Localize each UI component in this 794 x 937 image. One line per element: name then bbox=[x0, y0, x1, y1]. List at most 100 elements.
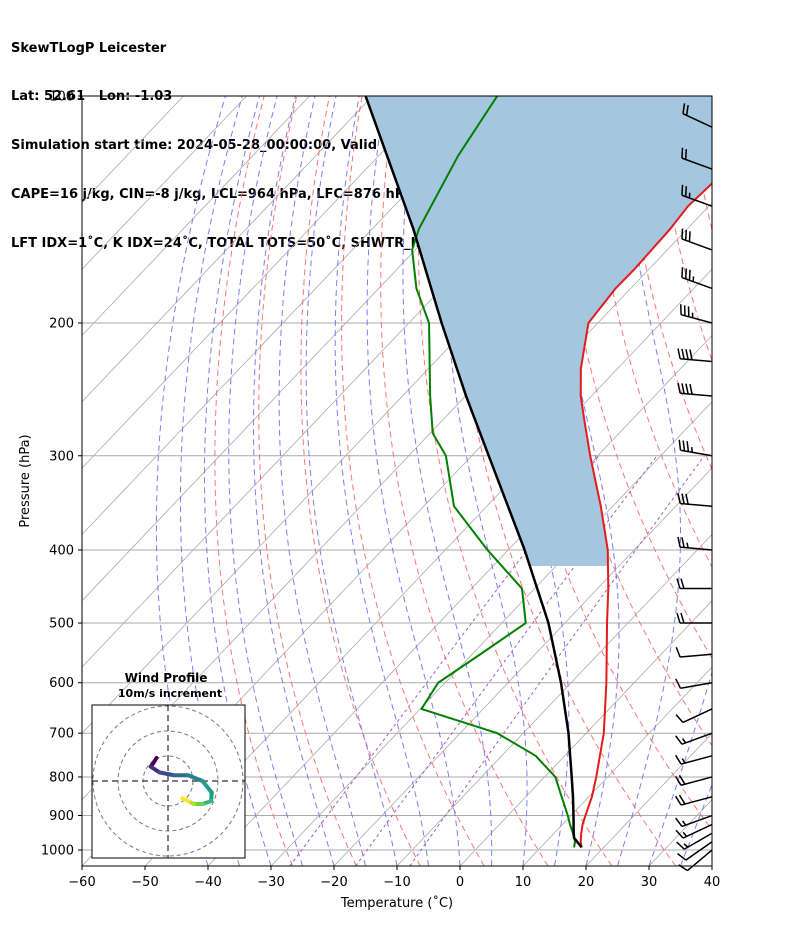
isotherm-line bbox=[333, 467, 712, 866]
barb-staff bbox=[682, 708, 713, 724]
barb-flag bbox=[677, 382, 681, 394]
parcel-line bbox=[364, 96, 583, 849]
y-tick-label: 500 bbox=[49, 617, 74, 632]
barb-flag bbox=[681, 267, 684, 278]
y-axis-label: Pressure (hPa) bbox=[18, 434, 33, 527]
wind-barbs bbox=[674, 103, 713, 872]
barb-flag bbox=[676, 841, 685, 850]
barb-flag bbox=[685, 349, 689, 360]
wind-barb bbox=[681, 267, 713, 290]
inset-frame bbox=[91, 704, 246, 859]
x-tick-label: −50 bbox=[131, 875, 158, 890]
barb-flag bbox=[681, 383, 685, 394]
barb-half-flag bbox=[690, 447, 694, 453]
dry-adiabat-line bbox=[380, 96, 549, 866]
hodograph-segment bbox=[200, 779, 214, 795]
x-tick-label: −20 bbox=[320, 875, 347, 890]
moist-adiabat-line bbox=[549, 96, 620, 866]
isotherm-line bbox=[82, 96, 373, 403]
dry-adiabat-line bbox=[786, 96, 794, 866]
barb-flag bbox=[676, 578, 681, 589]
wind-barb bbox=[676, 578, 712, 590]
x-tick-label: −40 bbox=[194, 875, 221, 890]
hodograph-segment bbox=[180, 796, 191, 804]
wind-barb bbox=[681, 147, 713, 170]
moist-adiabat-line bbox=[711, 864, 712, 866]
wind-barb bbox=[675, 823, 713, 839]
wind-barb bbox=[680, 304, 713, 324]
y-tick-label: 400 bbox=[49, 543, 74, 558]
isotherm-line bbox=[82, 96, 310, 337]
barb-flag bbox=[675, 735, 683, 745]
moist-adiabat-line bbox=[204, 96, 272, 866]
wind-barb bbox=[674, 754, 713, 765]
x-tick-label: 40 bbox=[704, 875, 721, 890]
x-tick-label: −10 bbox=[383, 875, 410, 890]
sounding-lines bbox=[364, 96, 712, 849]
isotherm-line bbox=[522, 666, 712, 866]
barb-staff bbox=[680, 449, 713, 457]
barb-staff bbox=[685, 841, 713, 861]
barb-flag bbox=[681, 228, 684, 240]
x-tick-label: 0 bbox=[456, 875, 464, 890]
wind-barb bbox=[675, 708, 713, 724]
moist-adiabat-line bbox=[228, 96, 303, 866]
isotherm-line bbox=[82, 96, 247, 270]
barb-flag bbox=[676, 612, 681, 624]
moist-adiabat-line bbox=[252, 96, 335, 866]
barb-flag bbox=[680, 578, 685, 589]
moist-adiabat-line bbox=[402, 96, 493, 866]
barb-flag bbox=[675, 829, 684, 839]
dry-adiabat-line bbox=[754, 96, 794, 866]
barb-staff bbox=[687, 849, 713, 872]
isotherm-line bbox=[396, 533, 712, 866]
barb-half-flag bbox=[686, 542, 689, 549]
x-tick-label: 30 bbox=[641, 875, 658, 890]
wind-barb bbox=[681, 184, 713, 207]
x-axis-label: Temperature (˚C) bbox=[340, 895, 453, 911]
barb-half-flag bbox=[681, 758, 686, 764]
barb-staff bbox=[681, 814, 713, 828]
wind-profile-inset: Wind Profile 10m/s increment bbox=[91, 671, 246, 859]
barb-flag bbox=[678, 794, 686, 805]
inset-title: Wind Profile bbox=[125, 671, 208, 685]
x-tick-label: −60 bbox=[68, 875, 95, 890]
barb-flag bbox=[686, 441, 690, 452]
inset-subtitle: 10m/s increment bbox=[118, 687, 222, 700]
barb-staff bbox=[681, 276, 713, 290]
moist-adiabat-line bbox=[617, 96, 682, 866]
barb-flag bbox=[688, 269, 691, 281]
barb-flag bbox=[681, 184, 684, 196]
barb-flag bbox=[677, 853, 687, 861]
wind-barb bbox=[677, 382, 713, 397]
barb-flag bbox=[681, 147, 684, 159]
barb-staff bbox=[683, 832, 713, 850]
y-tick-label: 600 bbox=[49, 676, 74, 691]
barb-staff bbox=[680, 776, 713, 786]
isotherm-line bbox=[82, 96, 436, 469]
wind-barb bbox=[676, 612, 712, 624]
wind-barb bbox=[675, 647, 713, 658]
barb-staff bbox=[681, 732, 713, 745]
wind-barb bbox=[675, 678, 713, 690]
barb-flag bbox=[684, 186, 688, 197]
barb-staff bbox=[682, 823, 713, 839]
x-tick-label: −30 bbox=[257, 875, 284, 890]
axes: −60 −50 −40 −30 −20 −10 0 10 20 30 40 1000 900 800 700… bbox=[41, 90, 720, 891]
y-tick-label: 700 bbox=[49, 727, 74, 742]
y-tick-label: 900 bbox=[49, 809, 74, 824]
barb-flag bbox=[685, 493, 689, 505]
barb-flag bbox=[678, 439, 682, 451]
y-tick-label: 800 bbox=[49, 770, 74, 785]
barb-half-flag bbox=[681, 738, 687, 744]
barb-flag bbox=[684, 229, 688, 241]
dry-adiabat-line bbox=[341, 96, 485, 866]
wind-barb bbox=[678, 439, 713, 457]
wind-barb bbox=[677, 536, 713, 551]
barb-flag bbox=[684, 149, 688, 160]
barb-staff bbox=[680, 358, 713, 363]
barb-staff bbox=[680, 755, 713, 765]
barb-flag bbox=[675, 714, 684, 723]
isotherm-line bbox=[82, 96, 499, 536]
barb-flag bbox=[674, 795, 682, 806]
